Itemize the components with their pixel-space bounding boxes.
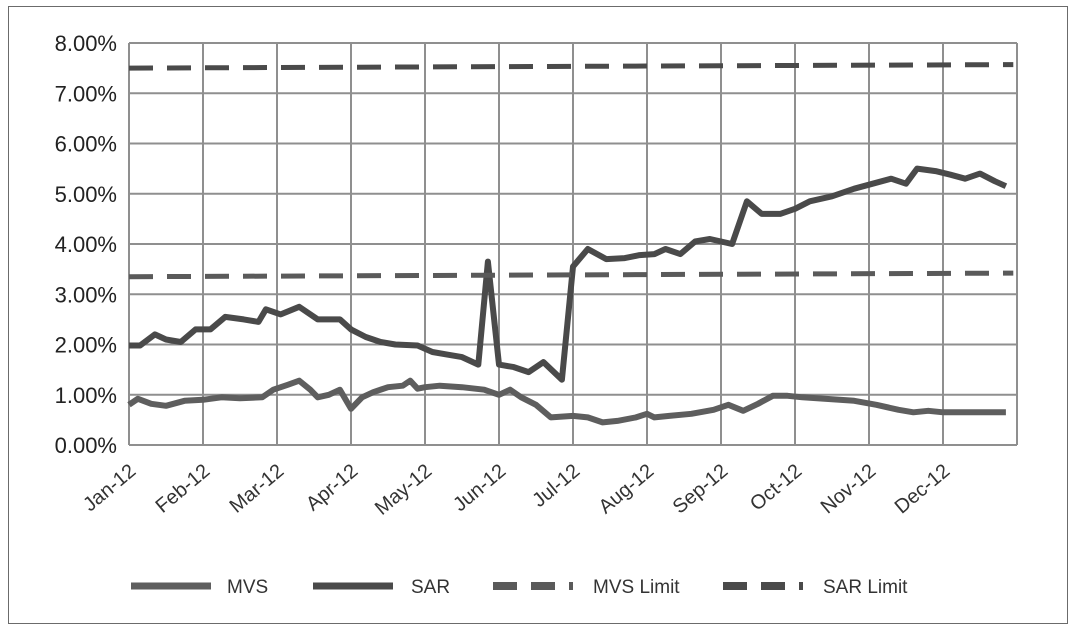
series-line-mvs-limit <box>128 270 1014 280</box>
x-tick-label: Jul-12 <box>528 460 584 512</box>
x-axis-tick-labels: Jan-12 Feb-12 Mar-12 Apr-12 May-12 Jun-12 Jul-… <box>79 460 954 520</box>
x-tick-label: Feb-12 <box>152 460 215 518</box>
grid <box>128 42 1018 446</box>
y-tick-label: 2.00% <box>55 333 117 358</box>
x-tick-label: Aug-12 <box>595 460 659 518</box>
legend-label-sar: SAR <box>411 577 450 598</box>
y-tick-label: 4.00% <box>55 232 117 257</box>
x-tick-label: Mar-12 <box>226 460 289 518</box>
y-tick-label: 0.00% <box>55 433 117 458</box>
series-line-sar <box>129 165 1008 383</box>
y-axis-tick-labels: 0.00% 1.00% 2.00% 3.00% 4.00% 5.00% 6.00% 7.00%… <box>55 31 117 458</box>
line-chart: 0.00% 1.00% 2.00% 3.00% 4.00% 5.00% 6.00% 7.00%… <box>55 31 1018 598</box>
y-tick-label: 6.00% <box>55 132 117 157</box>
x-tick-label: Nov-12 <box>817 460 881 518</box>
series-line-mvs <box>127 377 1006 426</box>
legend: MVS SAR MVS Limit SAR Limit <box>131 577 908 598</box>
x-tick-label: Jun-12 <box>449 460 510 516</box>
y-tick-label: 3.00% <box>55 282 117 307</box>
x-tick-label: Oct-12 <box>746 460 806 515</box>
series-line-sar-limit <box>128 62 1014 71</box>
legend-label-sar-limit: SAR Limit <box>823 577 908 598</box>
legend-label-mvs-limit: MVS Limit <box>593 577 680 598</box>
x-tick-label: Sep-12 <box>669 460 733 518</box>
y-tick-label: 5.00% <box>55 182 117 207</box>
series-lines <box>127 62 1014 426</box>
x-tick-label: Jan-12 <box>79 460 140 516</box>
y-tick-label: 1.00% <box>55 383 117 408</box>
y-tick-label: 7.00% <box>55 81 117 106</box>
x-tick-label: Apr-12 <box>302 460 362 515</box>
chart-frame: 0.00% 1.00% 2.00% 3.00% 4.00% 5.00% 6.00% 7.00%… <box>8 6 1068 624</box>
y-tick-label: 8.00% <box>55 31 117 56</box>
x-tick-label: Dec-12 <box>891 460 955 518</box>
x-tick-label: May-12 <box>371 460 436 520</box>
legend-label-mvs: MVS <box>227 577 268 598</box>
